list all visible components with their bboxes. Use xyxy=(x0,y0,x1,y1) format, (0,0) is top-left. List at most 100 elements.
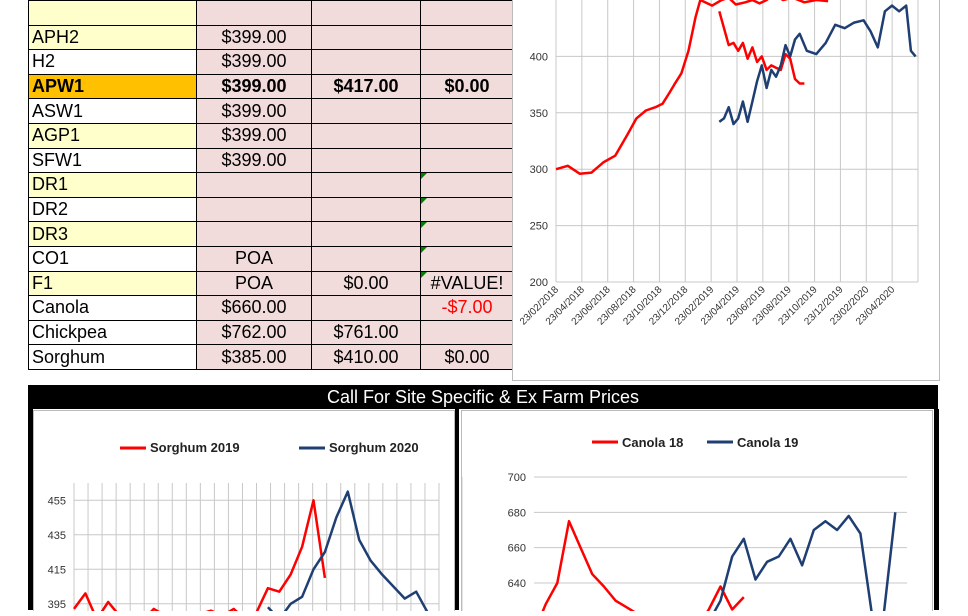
price-cell[interactable]: $410.00 xyxy=(311,344,421,370)
price-cell[interactable]: #VALUE! xyxy=(420,270,514,297)
grade-name: DR1 xyxy=(32,174,69,195)
error-flag-icon xyxy=(421,272,427,278)
price-cell[interactable] xyxy=(196,0,312,26)
price-cell[interactable]: $399.00 xyxy=(196,49,312,75)
price-cell[interactable] xyxy=(420,245,514,272)
grade-name: DR3 xyxy=(32,223,69,244)
price-cell[interactable]: $0.00 xyxy=(420,73,514,100)
wheat-price-chart: 200 250 300 350 400 23/02/2018 23/04/2018 23/06… xyxy=(512,0,940,381)
price-cell[interactable] xyxy=(311,0,421,26)
grade-name-cell[interactable]: DR1 xyxy=(28,172,197,198)
price-cell[interactable] xyxy=(420,98,514,124)
grade-name-cell[interactable]: Sorghum xyxy=(28,344,197,370)
price-cell[interactable] xyxy=(420,221,514,247)
error-flag-icon xyxy=(421,222,427,229)
grade-name-cell[interactable]: Canola xyxy=(28,295,197,321)
price-cell[interactable] xyxy=(196,172,312,198)
grade-name-cell[interactable] xyxy=(28,0,197,26)
table-row: H2 $399.00 xyxy=(28,49,514,75)
price-cell[interactable]: $762.00 xyxy=(196,319,312,346)
grade-name: H2 xyxy=(32,51,56,72)
price-cell[interactable]: $417.00 xyxy=(311,73,421,100)
price-cell[interactable]: $399.00 xyxy=(196,98,312,124)
series-line xyxy=(710,512,897,616)
grade-name-cell[interactable]: CO1 xyxy=(28,245,197,272)
price-cell[interactable]: $399.00 xyxy=(196,24,312,51)
price-value: $0.00 xyxy=(444,346,490,367)
series-line xyxy=(72,499,327,616)
price-value: $761.00 xyxy=(333,322,399,343)
price-cell[interactable] xyxy=(311,245,421,272)
grade-name-cell[interactable]: AGP1 xyxy=(28,122,197,149)
price-cell[interactable] xyxy=(420,0,514,26)
grade-name-cell[interactable]: F1 xyxy=(28,270,197,297)
grade-name: Canola xyxy=(32,297,90,318)
price-cell[interactable] xyxy=(311,196,421,223)
price-cell[interactable]: $0.00 xyxy=(311,270,421,297)
grade-name-cell[interactable]: APH2 xyxy=(28,24,197,51)
site-specific-banner: Call For Site Specific & Ex Farm Prices xyxy=(28,385,938,409)
table-row: APH2 $399.00 xyxy=(28,24,514,51)
series-line xyxy=(539,519,745,616)
grade-name-cell[interactable]: H2 xyxy=(28,49,197,75)
price-cell[interactable]: $660.00 xyxy=(196,295,312,321)
price-cell[interactable] xyxy=(311,98,421,124)
grade-name: SFW1 xyxy=(32,149,83,170)
price-cell[interactable]: $399.00 xyxy=(196,147,312,174)
series-line xyxy=(718,10,805,85)
price-cell[interactable] xyxy=(311,295,421,321)
grade-name: ASW1 xyxy=(32,100,84,121)
table-row: F1 POA $0.00 #VALUE! xyxy=(28,270,514,297)
table-row: AGP1 $399.00 xyxy=(28,122,514,149)
grade-name: AGP1 xyxy=(32,125,81,146)
price-value: $399.00 xyxy=(221,100,287,121)
price-cell[interactable] xyxy=(420,24,514,51)
price-cell[interactable] xyxy=(420,196,514,223)
y-tick-label: 640 xyxy=(508,578,526,590)
price-cell[interactable] xyxy=(420,172,514,198)
price-cell[interactable]: $0.00 xyxy=(420,344,514,370)
price-value: $410.00 xyxy=(333,346,399,367)
error-flag-icon xyxy=(421,198,427,204)
price-cell[interactable] xyxy=(420,49,514,75)
grade-name-cell[interactable]: Chickpea xyxy=(28,319,197,346)
price-cell[interactable] xyxy=(311,24,421,51)
series-line xyxy=(718,4,917,126)
grade-name-cell[interactable]: APW1 xyxy=(28,73,197,100)
series-line xyxy=(555,0,829,175)
price-cell[interactable] xyxy=(196,221,312,247)
price-cell[interactable]: $399.00 xyxy=(196,73,312,100)
grade-name: APW1 xyxy=(32,76,85,97)
price-cell[interactable] xyxy=(311,122,421,149)
grade-name-cell[interactable]: ASW1 xyxy=(28,98,197,124)
grade-name: Sorghum xyxy=(32,346,106,367)
y-tick-label: 455 xyxy=(48,495,66,507)
grade-name: Chickpea xyxy=(32,322,108,343)
table-row: DR1 xyxy=(28,172,514,198)
price-cell[interactable]: POA xyxy=(196,270,312,297)
y-tick-label: 200 xyxy=(530,277,548,289)
y-tick-label: 300 xyxy=(530,164,548,176)
price-cell[interactable]: $385.00 xyxy=(196,344,312,370)
price-cell[interactable] xyxy=(196,196,312,223)
price-cell[interactable] xyxy=(311,49,421,75)
price-cell[interactable] xyxy=(311,147,421,174)
legend-label: Sorghum 2020 xyxy=(329,440,419,455)
price-cell[interactable]: $399.00 xyxy=(196,122,312,149)
price-value: $762.00 xyxy=(221,322,287,343)
price-value: POA xyxy=(234,272,273,293)
price-cell[interactable] xyxy=(420,147,514,174)
grade-name-cell[interactable]: DR3 xyxy=(28,221,197,247)
price-cell[interactable] xyxy=(420,122,514,149)
y-tick-label: 680 xyxy=(508,507,526,519)
grade-name-cell[interactable]: SFW1 xyxy=(28,147,197,174)
price-value: $385.00 xyxy=(221,346,287,367)
price-cell[interactable]: $761.00 xyxy=(311,319,421,346)
price-table: APH2 $399.00 H2 $399.00 APW1 $399.00 $417.00 $0… xyxy=(28,0,514,370)
price-cell[interactable] xyxy=(311,221,421,247)
price-cell[interactable] xyxy=(420,319,514,346)
price-cell[interactable]: -$7.00 xyxy=(420,295,514,321)
grade-name-cell[interactable]: DR2 xyxy=(28,196,197,223)
price-cell[interactable]: POA xyxy=(196,245,312,272)
price-cell[interactable] xyxy=(311,172,421,198)
